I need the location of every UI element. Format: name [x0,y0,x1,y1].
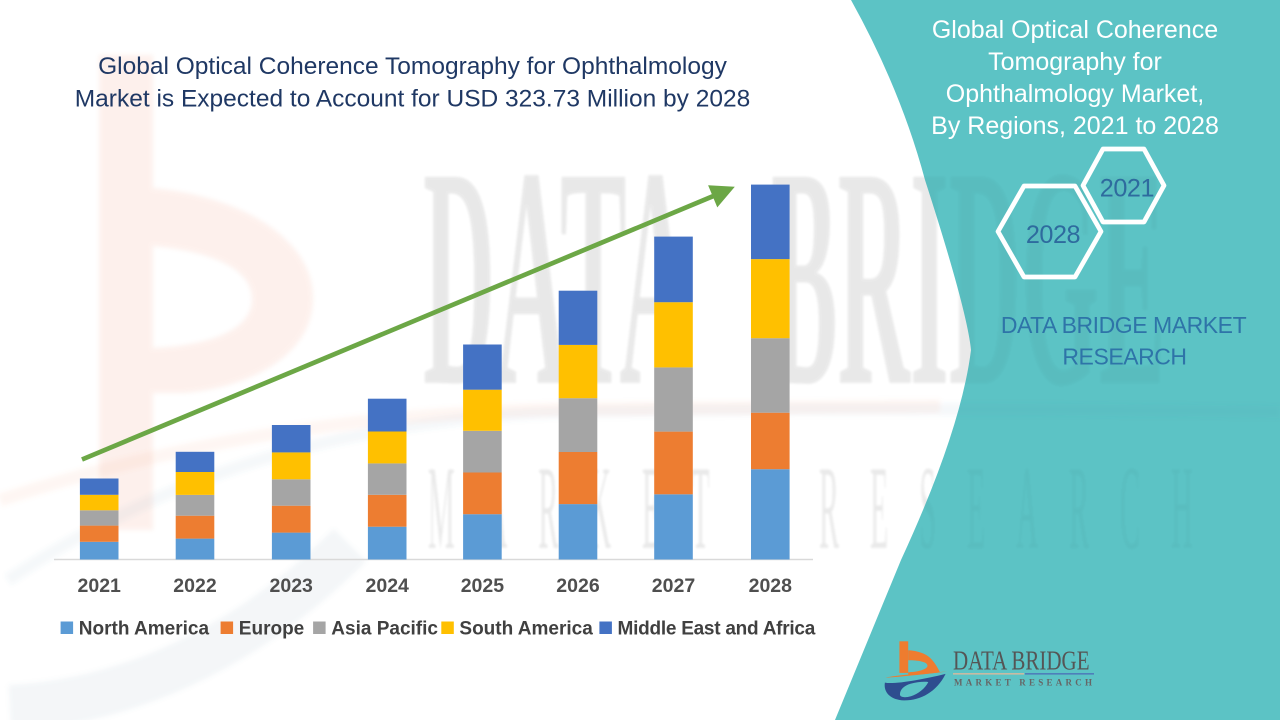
svg-text:Middle East and Africa: Middle East and Africa [618,619,816,640]
svg-text:Global Optical Coherence Tomog: Global Optical Coherence Tomography for … [98,53,727,80]
svg-text:2022: 2022 [173,575,217,597]
svg-text:RESEARCH: RESEARCH [1062,343,1186,369]
svg-text:Tomography for: Tomography for [988,48,1162,76]
svg-text:2027: 2027 [652,575,695,597]
svg-text:2025: 2025 [461,575,505,597]
svg-text:Europe: Europe [239,619,304,640]
svg-text:2026: 2026 [556,575,600,597]
svg-text:MARKET RESEARCH: MARKET RESEARCH [954,678,1092,688]
svg-text:North America: North America [79,619,210,640]
svg-text:Ophthalmology Market,: Ophthalmology Market, [946,80,1204,108]
svg-text:Global Optical Coherence: Global Optical Coherence [932,16,1218,44]
svg-text:2021: 2021 [1100,174,1154,202]
svg-text:2023: 2023 [270,575,314,597]
svg-text:South America: South America [459,619,593,640]
svg-text:Asia Pacific: Asia Pacific [331,619,438,640]
svg-text:2021: 2021 [78,575,122,597]
svg-text:2028: 2028 [749,575,793,597]
svg-text:2028: 2028 [1026,221,1080,249]
svg-text:By Regions, 2021 to 2028: By Regions, 2021 to 2028 [931,112,1219,140]
svg-text:2024: 2024 [366,575,410,597]
svg-text:DATA BRIDGE MARKET: DATA BRIDGE MARKET [1001,312,1247,338]
svg-text:Market is Expected to Account: Market is Expected to Account for USD 32… [75,86,750,113]
svg-text:DATA BRIDGE: DATA BRIDGE [953,646,1090,676]
